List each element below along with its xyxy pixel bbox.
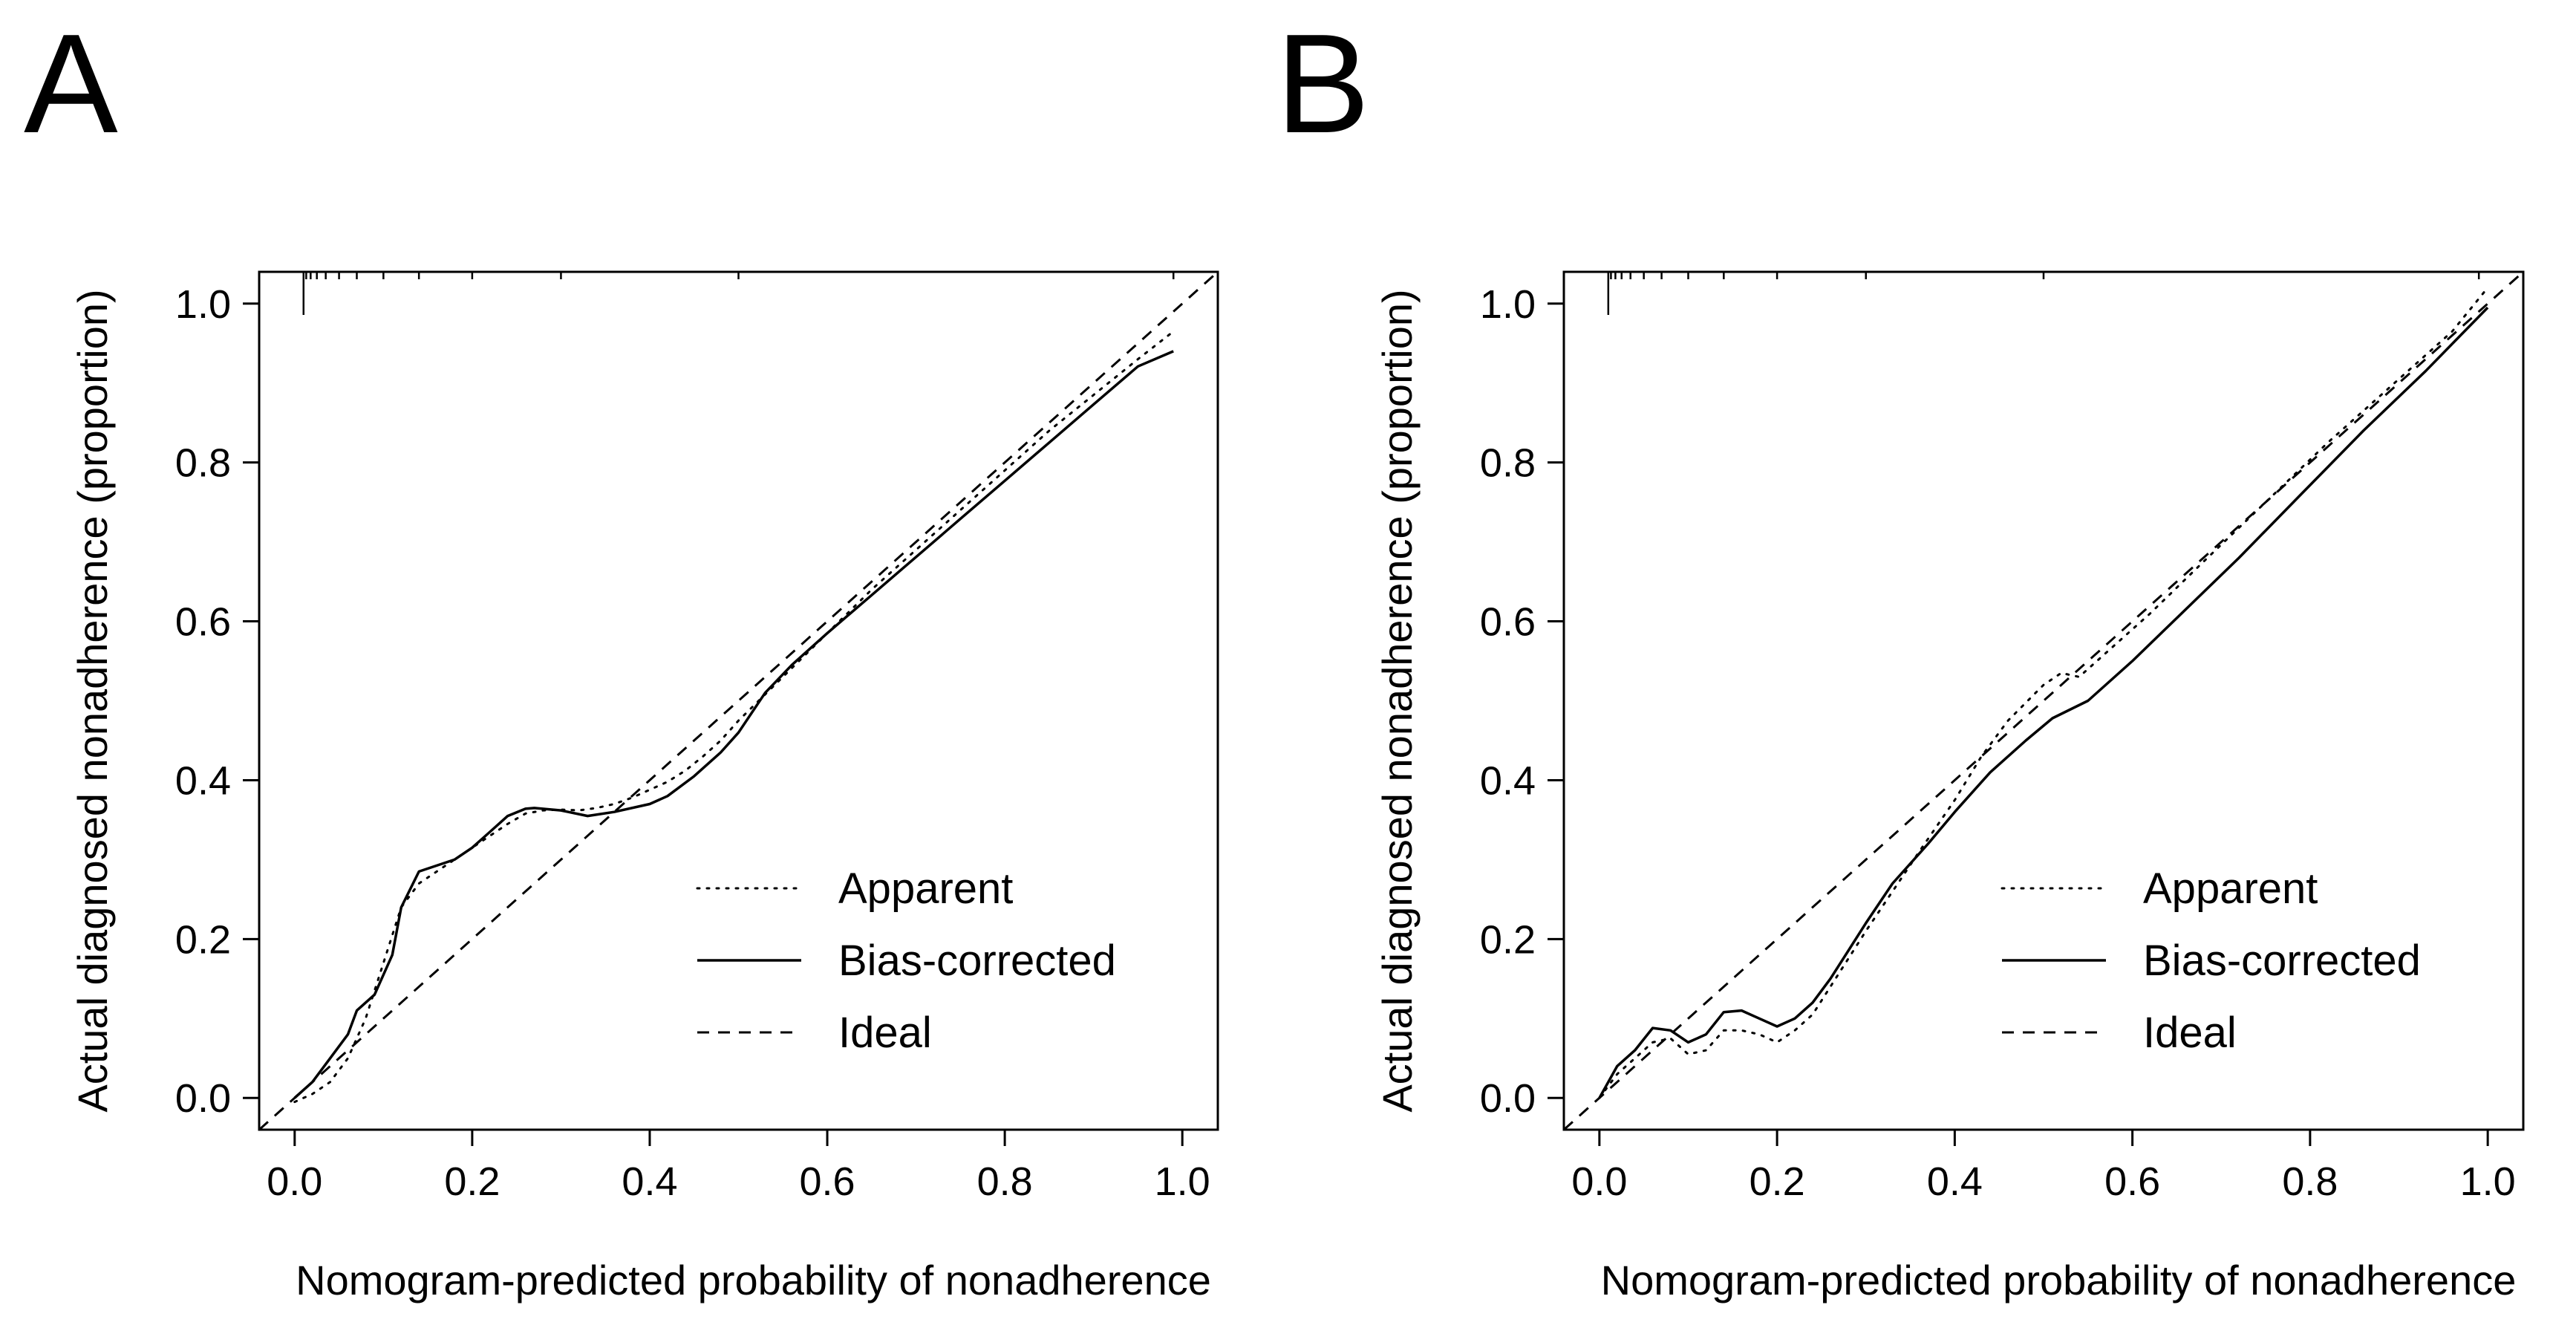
y-tick-label-b: 0.4 — [1480, 758, 1536, 803]
series-line-apparent-a — [293, 330, 1175, 1104]
x-axis-title-b: Nomogram-predicted probability of nonadh… — [1601, 1257, 2517, 1303]
x-tick-label-a: 0.8 — [977, 1159, 1033, 1204]
x-tick-label-b: 0.8 — [2282, 1159, 2338, 1204]
x-tick-label-b: 0.4 — [1927, 1159, 1983, 1204]
y-tick-label-b: 0.8 — [1480, 441, 1536, 486]
panel-a: A 0.0 0.2 0.4 0.6 0.8 1.0 0.0 0.2 0.4 0.6 0.8 1.0 No… — [24, 5, 1219, 1303]
legend-label-bias-corrected: Bias-corrected — [838, 937, 1116, 985]
x-tick-label-b: 0.2 — [1750, 1159, 1805, 1204]
legend-label-ideal: Ideal — [838, 1009, 932, 1057]
series-line-ideal-b — [1564, 272, 2523, 1130]
x-tick-label-a: 0.6 — [799, 1159, 855, 1204]
x-tick-label-a: 0.0 — [267, 1159, 322, 1204]
y-axis-title-b: Actual diagnosed nonadherence (proportio… — [1374, 289, 1421, 1112]
y-tick-label-a: 0.4 — [175, 758, 231, 803]
y-tick-label-b: 1.0 — [1480, 282, 1536, 327]
panel-letter-a: A — [24, 5, 118, 163]
y-axis-title-a: Actual diagnosed nonadherence (proportio… — [69, 289, 116, 1112]
legend-label-ideal: Ideal — [2143, 1009, 2237, 1057]
panel-b: B 0.0 0.2 0.4 0.6 0.8 1.0 0.0 0.2 0.4 0.6 0.8 1.0 No… — [1276, 5, 2525, 1303]
calibration-plot-b: 0.0 0.2 0.4 0.6 0.8 1.0 0.0 0.2 0.4 0.6 0.8 1.0 Nomo… — [1374, 270, 2525, 1303]
legend-label-bias-corrected: Bias-corrected — [2143, 937, 2421, 985]
series-line-ideal-a — [259, 272, 1218, 1130]
x-tick-label-a: 0.4 — [622, 1159, 677, 1204]
y-tick-label-a: 0.6 — [175, 600, 231, 645]
series-line-bias-corrected-a — [293, 350, 1174, 1099]
x-axis-title-a: Nomogram-predicted probability of nonadh… — [296, 1257, 1211, 1303]
y-tick-label-b: 0.2 — [1480, 917, 1536, 962]
prediction-rug-b — [1607, 272, 2480, 315]
legend-a: Apparent Bias-corrected Ideal — [696, 865, 1116, 1057]
x-tick-label-b: 0.6 — [2104, 1159, 2160, 1204]
x-tick-label-a: 0.2 — [444, 1159, 500, 1204]
y-tick-label-a: 1.0 — [175, 282, 231, 327]
legend-label-apparent: Apparent — [2143, 865, 2318, 913]
legend-b: Apparent Bias-corrected Ideal — [2001, 865, 2421, 1057]
x-tick-label-b: 1.0 — [2460, 1159, 2516, 1204]
y-tick-label-a: 0.2 — [175, 917, 231, 962]
calibration-plot-a: 0.0 0.2 0.4 0.6 0.8 1.0 0.0 0.2 0.4 0.6 0.8 1.0 Nomo… — [69, 270, 1219, 1303]
y-tick-label-a: 0.8 — [175, 441, 231, 486]
x-tick-label-a: 1.0 — [1155, 1159, 1210, 1204]
panel-letter-b: B — [1276, 5, 1370, 163]
x-tick-label-b: 0.0 — [1571, 1159, 1627, 1204]
y-tick-label-b: 0.0 — [1480, 1076, 1536, 1121]
prediction-rug-a — [302, 272, 1175, 315]
y-tick-label-a: 0.0 — [175, 1076, 231, 1121]
series-line-bias-corrected-b — [1598, 306, 2489, 1099]
legend-label-apparent: Apparent — [838, 865, 1013, 913]
y-tick-label-b: 0.6 — [1480, 600, 1536, 645]
series-line-apparent-b — [1598, 286, 2489, 1099]
